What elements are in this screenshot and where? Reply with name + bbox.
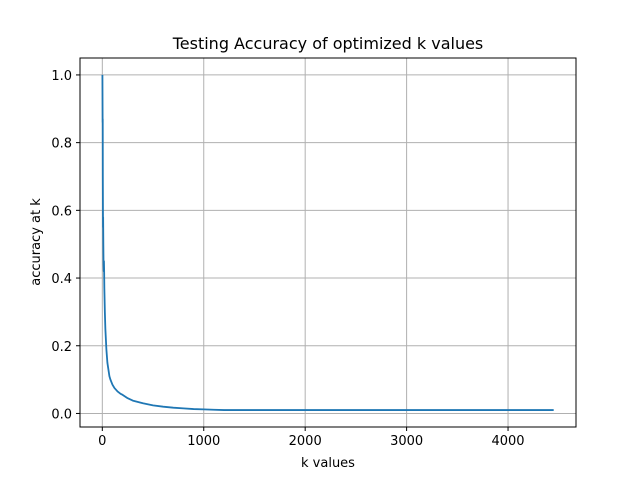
y-tick-label-5: 1.0 [51,69,72,84]
y-ticks: 0.0 0.2 0.4 0.6 0.8 1.0 [51,69,80,422]
x-tick-label-4: 4000 [491,434,524,449]
x-tick-label-0: 0 [98,434,106,449]
x-tick-label-1: 1000 [187,434,220,449]
plot-frame [79,57,577,428]
x-tick-label-2: 2000 [289,434,322,449]
y-axis-label: accuracy at k [29,198,44,286]
y-tick-label-4: 0.8 [51,137,72,152]
y-tick-label-2: 0.4 [51,272,72,287]
x-axis-label: k values [301,456,355,471]
chart-title: Testing Accuracy of optimized k values [172,34,484,53]
grid [80,58,576,427]
y-tick-label-3: 0.6 [51,204,72,219]
y-tick-label-0: 0.0 [51,407,72,422]
x-ticks: 0 1000 2000 3000 4000 [98,427,525,449]
y-tick-label-1: 0.2 [51,340,72,355]
series-line-0 [101,74,554,411]
x-tick-label-3: 3000 [390,434,423,449]
series-group [101,74,554,411]
